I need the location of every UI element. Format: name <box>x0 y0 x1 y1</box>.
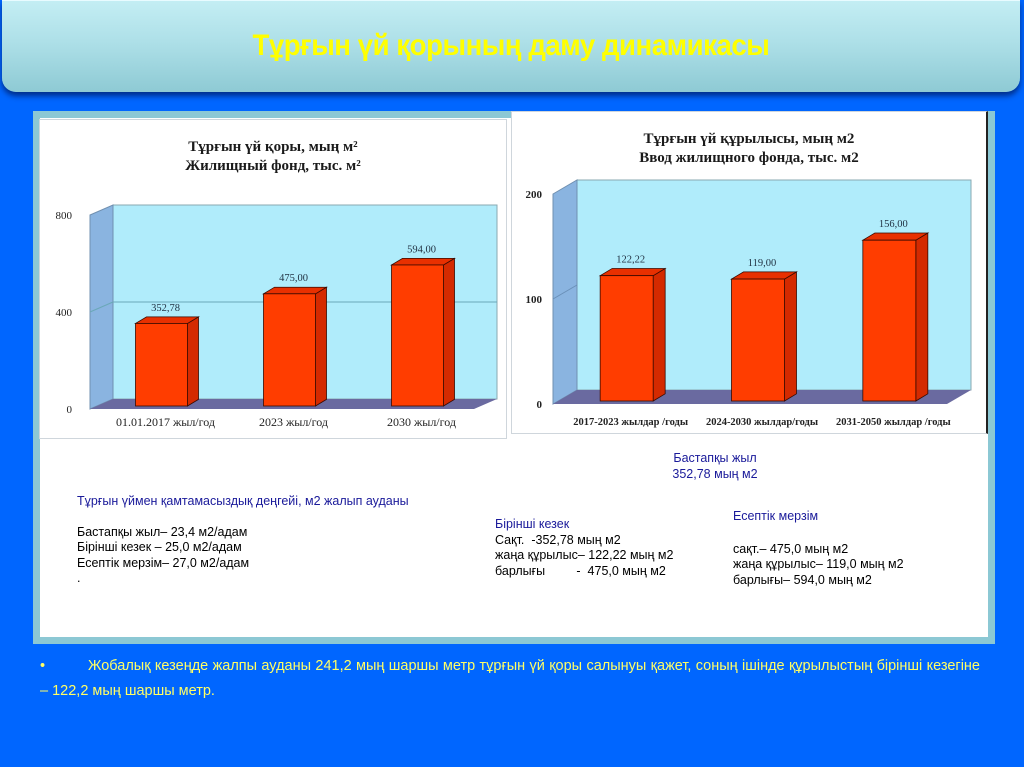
y-tick-label: 200 <box>526 189 543 201</box>
bar-value-label: 122,22 <box>616 254 645 265</box>
gridline <box>89 301 114 313</box>
housing-construction-chart: Тұрғын үй құрылысы, мың м2 Ввод жилищног… <box>511 111 988 434</box>
bar-side <box>915 232 929 402</box>
base-year-value: 352,78 мың м2 <box>672 466 758 481</box>
bar-side <box>187 316 199 407</box>
x-category-label: 01.01.2017 жыл/год <box>116 415 215 429</box>
bar <box>731 278 785 402</box>
x-category-label: 2023 жыл/год <box>259 415 328 429</box>
base-year-note: Бастапқы жыл 352,78 мың м2 <box>640 451 790 482</box>
provision-note: Тұрғын үймен қамтамасыздық деңгейі, м2 ж… <box>77 494 417 587</box>
bar <box>599 275 654 402</box>
bar-value-label: 475,00 <box>279 273 308 284</box>
bar-value-label: 156,00 <box>879 219 908 230</box>
y-tick-label: 0 <box>67 404 73 416</box>
estimated-term-line: барлығы– 594,0 мың м2 <box>733 572 872 587</box>
bar-side <box>652 267 666 402</box>
chart-title-kz: Тұрғын үй қоры, мың м² <box>188 139 358 155</box>
bar-side <box>443 257 455 407</box>
provision-line: Есептік мерзім– 27,0 м2/адам <box>77 555 250 570</box>
chart-title: Тұрғын үй құрылысы, мың м2 Ввод жилищног… <box>512 130 986 168</box>
bar-top <box>598 268 667 277</box>
first-stage-line: жаңа құрылыс– 122,22 мың м2 <box>495 548 674 562</box>
first-stage-line: барлығы - 475,0 мың м2 <box>495 563 666 578</box>
chart-title-kz: Тұрғын үй құрылысы, мың м2 <box>643 131 855 147</box>
estimated-term-note: Есептік мерзім сақт.– 475,0 мың м2 жаңа … <box>733 509 973 588</box>
first-stage-heading: Бірінші кезек <box>495 517 570 531</box>
housing-stock-plot: 0 400 800 352,78 01.01.2017 жыл/год 475,00 202… <box>56 204 498 429</box>
bar-top <box>861 232 930 241</box>
summary-text: Жобалық кезеңде жалпы ауданы 241,2 мың ш… <box>40 658 980 699</box>
y-tick-label: 800 <box>56 210 73 222</box>
housing-stock-chart: Тұрғын үй қоры, мың м² Жилищный фонд, ты… <box>39 119 507 439</box>
provision-heading: Тұрғын үймен қамтамасыздық деңгейі, м2 ж… <box>77 494 409 508</box>
bullet-icon: • <box>40 658 46 674</box>
bar <box>391 264 444 407</box>
chart-title-ru: Ввод жилищного фонда, тыс. м2 <box>639 150 859 166</box>
first-stage-note: Бірінші кезек Сақт. -352,78 мың м2 жаңа … <box>495 517 725 579</box>
summary-paragraph: • Жобалық кезеңде жалпы ауданы 241,2 мың … <box>40 654 980 704</box>
y-tick-label: 0 <box>537 399 543 411</box>
estimated-term-line: жаңа құрылыс– 119,0 мың м2 <box>733 557 904 571</box>
chart-title-ru: Жилищный фонд, тыс. м² <box>185 158 361 174</box>
bar-value-label: 352,78 <box>151 303 180 314</box>
provision-line: . <box>77 571 81 585</box>
bar-top <box>390 257 456 266</box>
slide-title: Тұрғын үй қорының даму динамикасы <box>252 29 770 62</box>
x-category-label: 2031-2050 жылдар /годы <box>836 417 951 428</box>
provision-line: Бастапқы жыл– 23,4 м2/адам <box>77 524 248 539</box>
bar-top <box>730 271 798 280</box>
provision-line: Бірінші кезек – 25,0 м2/адам <box>77 540 242 554</box>
y-tick-label: 400 <box>56 307 73 319</box>
bar-value-label: 594,00 <box>407 244 436 255</box>
base-year-label: Бастапқы жыл <box>673 451 757 465</box>
title-bar: Тұрғын үй қорының даму динамикасы <box>2 0 1020 92</box>
estimated-term-heading: Есептік мерзім <box>733 509 819 523</box>
bar-top <box>134 316 200 324</box>
bar <box>135 323 188 407</box>
bar-top <box>262 286 328 295</box>
bar-value-label: 119,00 <box>748 258 777 269</box>
chart-title: Тұрғын үй қоры, мың м² Жилищный фонд, ты… <box>40 138 506 176</box>
housing-construction-plot: 0 100 200 122,22 2017-2023 жылдар /годы 119,0… <box>526 179 972 428</box>
bar-side <box>315 286 327 407</box>
bar-side <box>784 271 797 402</box>
x-category-label: 2017-2023 жылдар /годы <box>573 417 688 428</box>
bar <box>263 293 316 407</box>
estimated-term-line: сақт.– 475,0 мың м2 <box>733 541 849 556</box>
y-tick-label: 100 <box>526 294 543 306</box>
first-stage-line: Сақт. -352,78 мың м2 <box>495 532 621 547</box>
gridline <box>552 284 578 300</box>
bar <box>862 239 917 402</box>
x-category-label: 2024-2030 жылдар/годы <box>706 417 818 428</box>
x-category-label: 2030 жыл/год <box>387 415 456 429</box>
